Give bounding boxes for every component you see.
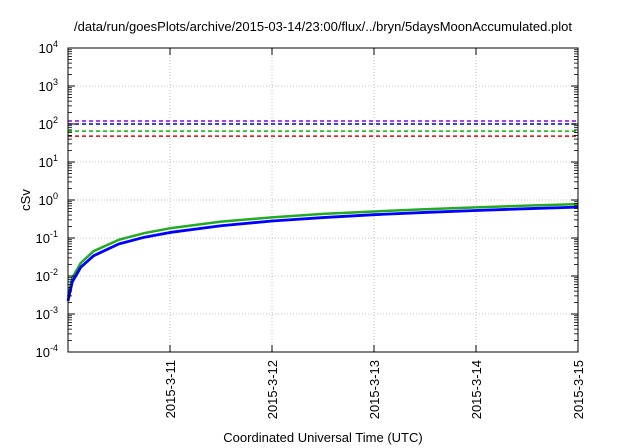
y-tick-label: 10-1	[36, 229, 58, 246]
y-axis-ticks: 10-4 10-3 10-2 10-1 100 101 102 103 104	[36, 39, 578, 360]
data-series	[66, 202, 579, 302]
x-axis-ticks: 2015-3-11 2015-3-12 2015-3-13 2015-3-14 2015…	[163, 48, 586, 419]
threshold-lines	[68, 120, 578, 137]
y-axis-title: cSv	[18, 189, 33, 211]
y-tick-label: 10-2	[36, 267, 58, 284]
y-tick-label: 103	[39, 77, 58, 94]
y-tick-label: 102	[39, 115, 58, 132]
chart-title: /data/run/goesPlots/archive/2015-03-14/2…	[74, 19, 572, 34]
y-tick-label: 10-4	[36, 343, 58, 360]
x-tick-label: 2015-3-12	[265, 360, 280, 419]
x-tick-label: 2015-3-15	[571, 360, 586, 419]
y-tick-label: 10-3	[36, 305, 58, 322]
y-tick-label: 100	[39, 191, 58, 208]
x-axis-title: Coordinated Universal Time (UTC)	[223, 430, 422, 445]
x-tick-label: 2015-3-13	[367, 360, 382, 419]
series-line	[66, 202, 579, 298]
x-tick-label: 2015-3-14	[469, 360, 484, 419]
y-tick-label: 101	[39, 153, 58, 170]
y-tick-label: 104	[39, 39, 58, 56]
grid	[68, 48, 578, 352]
x-tick-label: 2015-3-11	[163, 360, 178, 418]
series-line	[66, 205, 579, 302]
